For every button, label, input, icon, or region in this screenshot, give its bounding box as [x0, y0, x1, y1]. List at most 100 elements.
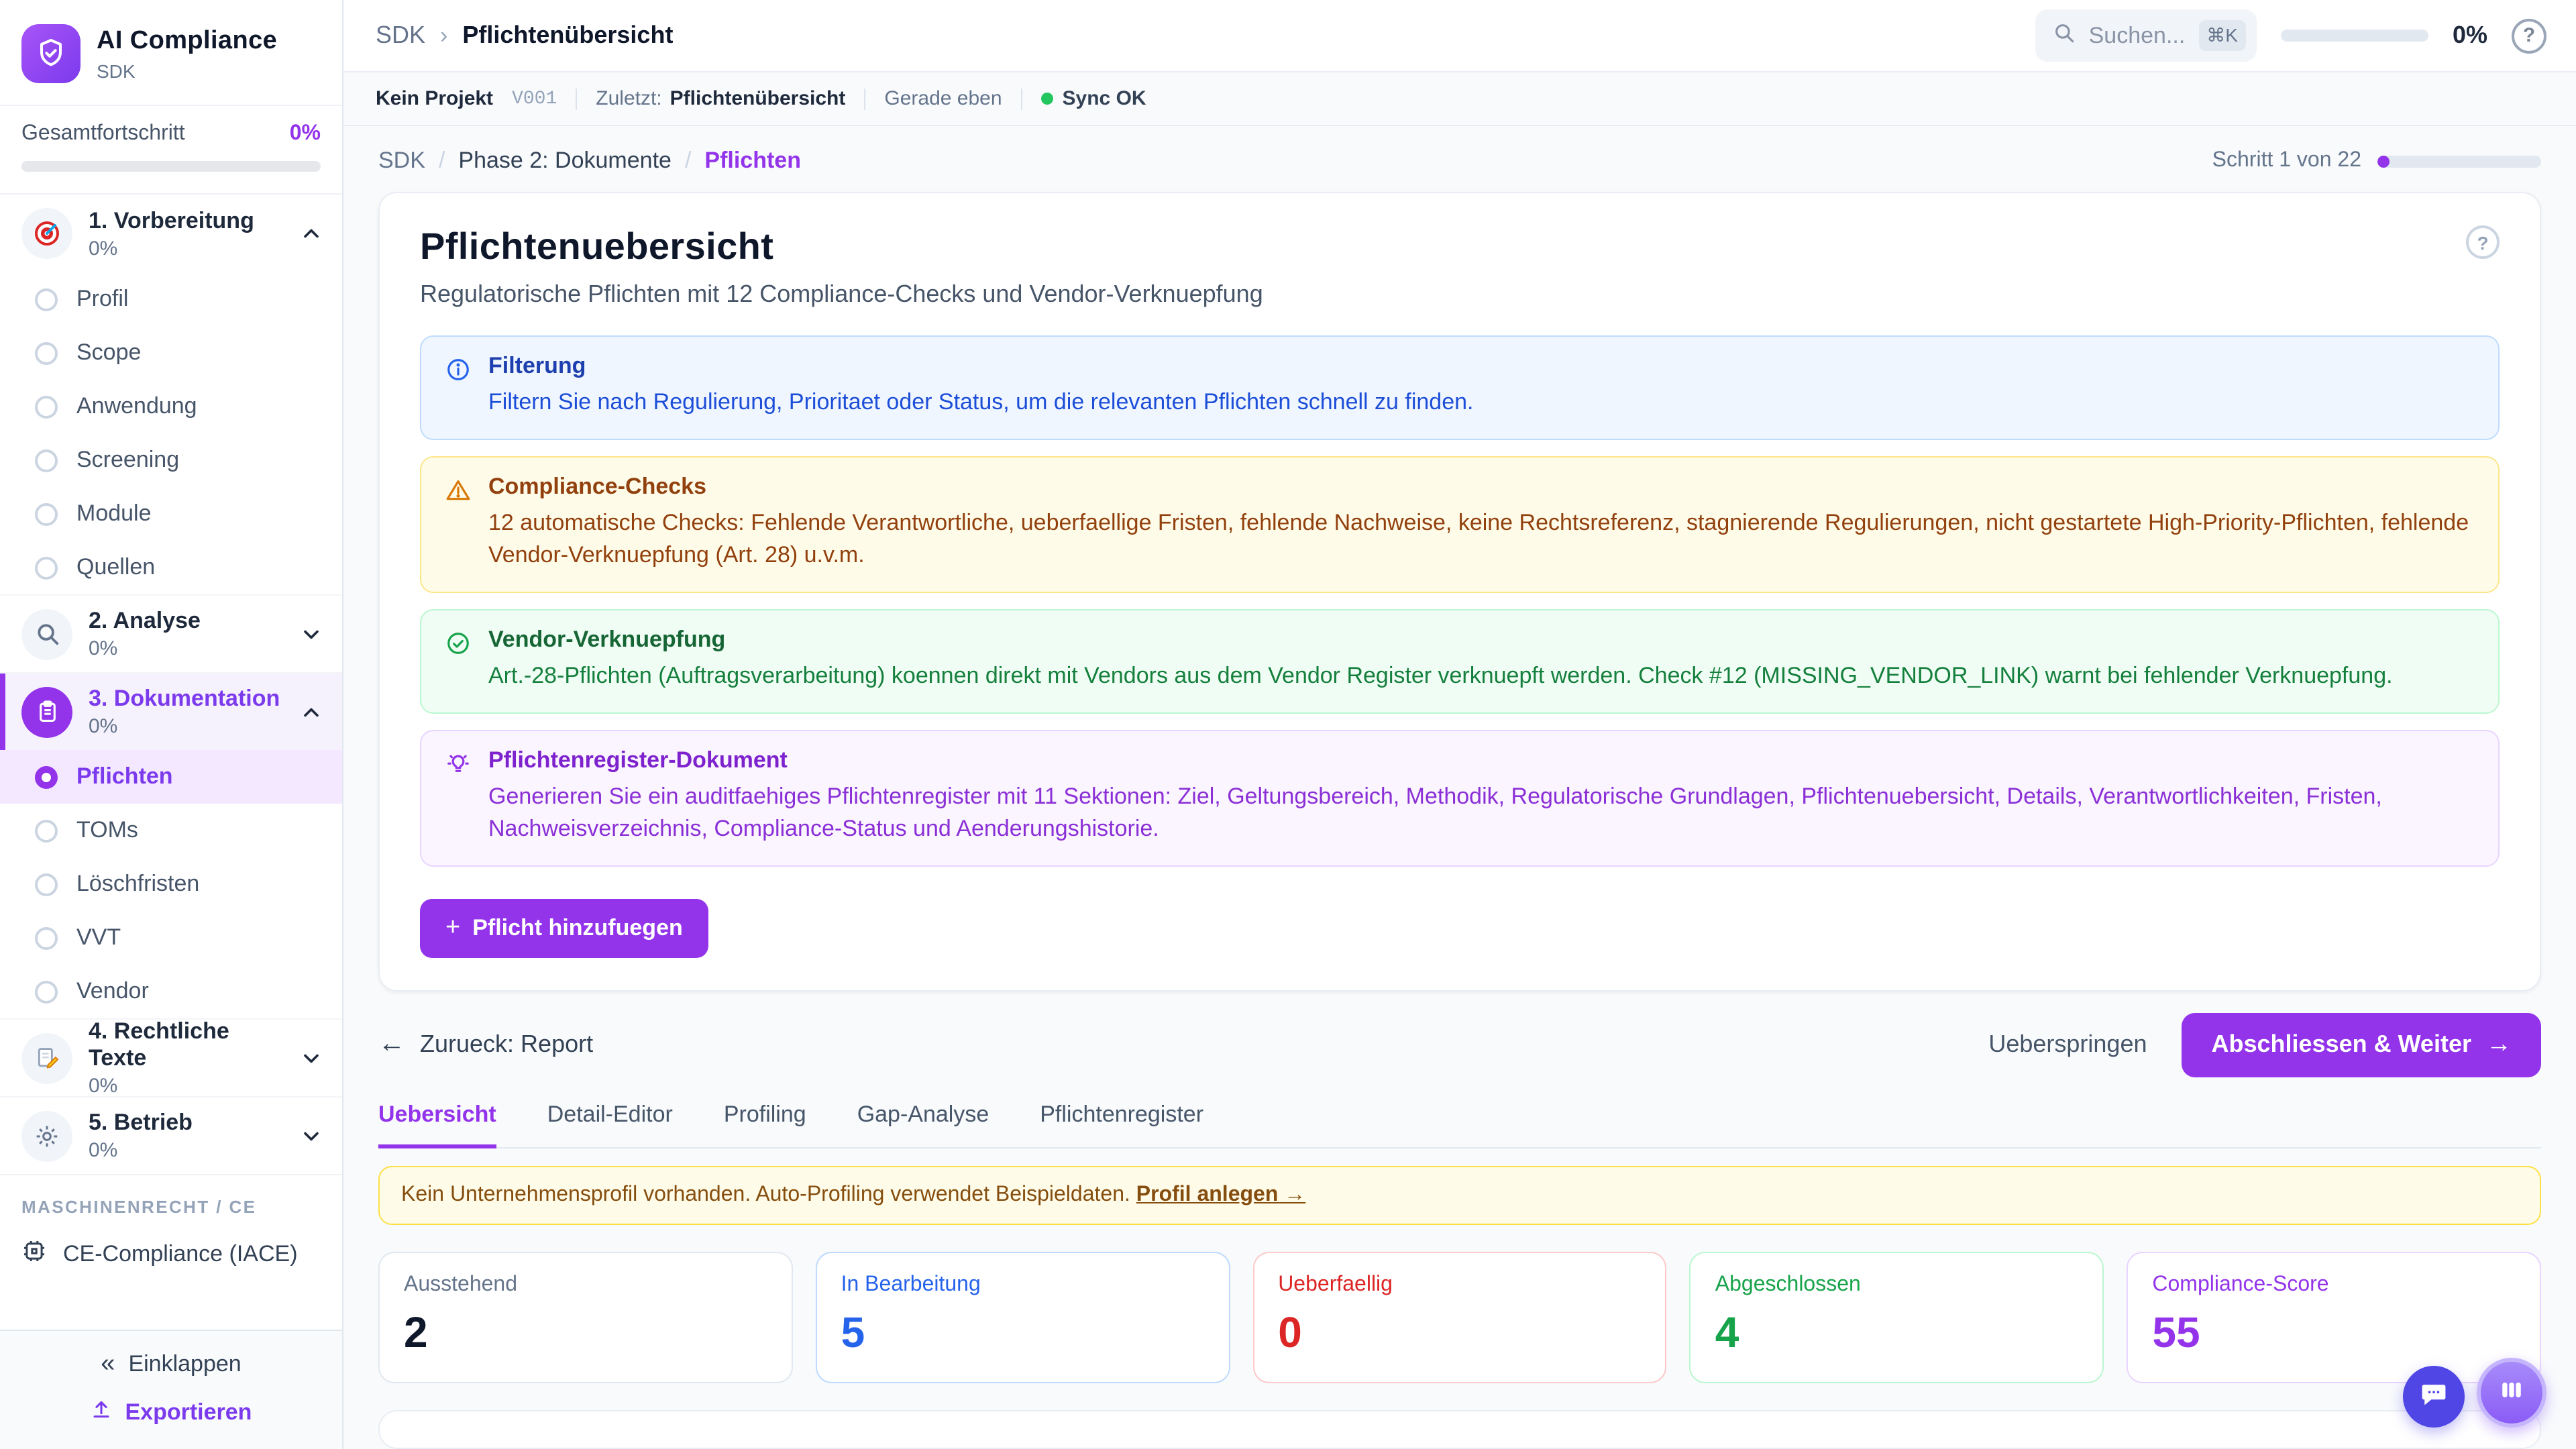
topbar: SDK › Pflichtenübersicht Suchen... ⌘K 0%…	[343, 0, 2576, 72]
page-title: Pflichtenuebersicht	[420, 225, 774, 267]
radio-icon	[35, 819, 58, 842]
radio-icon	[35, 288, 58, 311]
target-icon	[21, 208, 72, 259]
card-help-icon[interactable]: ?	[2466, 225, 2500, 259]
overall-progress: Gesamtfortschritt 0%	[0, 105, 342, 195]
app-title: AI Compliance	[97, 26, 278, 54]
breadcrumb-pflichten: Pflichten	[704, 148, 801, 173]
collapse-sidebar-button[interactable]: « Einklappen	[101, 1350, 241, 1379]
breadcrumb-phase[interactable]: Phase 2: Dokumente	[458, 148, 672, 173]
tab-gap-analyse[interactable]: Gap-Analyse	[857, 1101, 989, 1127]
section-label: 2. Analyse	[89, 608, 201, 633]
tab-profiling[interactable]: Profiling	[723, 1101, 806, 1127]
section-label: 5. Betrieb	[89, 1110, 193, 1135]
sidebar-item-vvt[interactable]: VVT	[0, 911, 342, 965]
tab-bar: Uebersicht Detail-Editor Profiling Gap-A…	[378, 1102, 2541, 1148]
sidebar-item-vendor[interactable]: Vendor	[0, 965, 342, 1018]
sidebar-item-ce-compliance[interactable]: CE-Compliance (IACE)	[0, 1225, 342, 1289]
columns-icon	[2497, 1375, 2526, 1411]
section-progress: 0%	[89, 237, 118, 260]
sidebar-item-profil[interactable]: Profil	[0, 272, 342, 326]
sidebar-item-module[interactable]: Module	[0, 487, 342, 541]
complete-and-next-button[interactable]: Abschliessen & Weiter →	[2182, 1012, 2541, 1077]
sidebar-item-screening[interactable]: Screening	[0, 433, 342, 487]
breadcrumb: SDK / Phase 2: Dokumente / Pflichten	[378, 148, 801, 174]
sidebar-item-scope[interactable]: Scope	[0, 326, 342, 380]
info-icon	[445, 357, 471, 419]
radio-icon	[35, 556, 58, 579]
breadcrumb-root[interactable]: SDK	[376, 21, 426, 48]
search-placeholder: Suchen...	[2088, 22, 2186, 48]
stat-cards: Ausstehend 2 In Bearbeitung 5 Ueberfaell…	[378, 1251, 2541, 1383]
sidebar-section-betrieb[interactable]: 5. Betrieb 0%	[0, 1096, 342, 1174]
sidebar-section-rechtliche-texte[interactable]: 4. Rechtliche Texte 0%	[0, 1018, 342, 1097]
section-progress: 0%	[89, 637, 118, 660]
sidebar-section-vorbereitung[interactable]: 1. Vorbereitung 0%	[0, 195, 342, 272]
tab-pflichtenregister[interactable]: Pflichtenregister	[1040, 1101, 1204, 1127]
sidebar-item-quellen[interactable]: Quellen	[0, 541, 342, 594]
sidebar-item-pflichten[interactable]: Pflichten	[0, 750, 342, 804]
warning-icon	[445, 477, 471, 573]
chat-bubble-icon	[2419, 1379, 2449, 1415]
page-content: SDK / Phase 2: Dokumente / Pflichten Sch…	[343, 126, 2576, 1449]
radio-icon	[35, 926, 58, 949]
slash-separator: /	[438, 148, 445, 173]
divider	[576, 88, 578, 109]
app-logo-row: AI Compliance SDK	[0, 0, 342, 105]
info-box-vendor-verknuepfung: Vendor-Verknuepfung Art.-28-Pflichten (A…	[420, 608, 2500, 714]
create-profile-link[interactable]: Profil anlegen →	[1136, 1183, 1306, 1206]
profile-warning-banner: Kein Unternehmensprofil vorhanden. Auto-…	[378, 1165, 2541, 1225]
radio-icon	[35, 502, 58, 525]
double-chevron-left-icon: «	[101, 1350, 115, 1378]
topbar-right: Suchen... ⌘K 0% ?	[2035, 9, 2546, 62]
collapse-label: Einklappen	[128, 1351, 241, 1377]
panel-columns-button[interactable]	[2477, 1358, 2546, 1428]
document-pencil-icon	[21, 1032, 72, 1083]
section-label: 1. Vorbereitung	[89, 207, 254, 233]
tab-detail-editor[interactable]: Detail-Editor	[547, 1101, 673, 1127]
ce-compliance-label: CE-Compliance (IACE)	[63, 1241, 298, 1267]
sync-ok-dot-icon	[1040, 93, 1053, 105]
sidebar-section-analyse[interactable]: 2. Analyse 0%	[0, 594, 342, 672]
chip-icon	[21, 1238, 47, 1271]
chevron-down-icon	[299, 1046, 323, 1070]
page-subtitle: Regulatorische Pflichten mit 12 Complian…	[420, 280, 1263, 307]
breadcrumb-sdk[interactable]: SDK	[378, 148, 425, 173]
chevron-up-icon	[299, 700, 323, 724]
info-box-filterung: Filterung Filtern Sie nach Regulierung, …	[420, 335, 2500, 440]
arrow-left-icon: ←	[378, 1029, 405, 1059]
add-pflicht-button[interactable]: + Pflicht hinzufuegen	[420, 898, 708, 958]
sidebar: AI Compliance SDK Gesamtfortschritt 0% 1…	[0, 0, 343, 1449]
stat-compliance-score: Compliance-Score 55	[2127, 1251, 2541, 1383]
next-section-card	[378, 1409, 2541, 1449]
chevron-up-icon	[299, 221, 323, 246]
divider	[864, 88, 866, 109]
upload-icon	[91, 1398, 113, 1428]
wizard-nav-row: ← Zurueck: Report Ueberspringen Abschlie…	[378, 1012, 2541, 1077]
topbar-progress-bar	[2280, 30, 2428, 42]
info-box-pflichtenregister: Pflichtenregister-Dokument Generieren Si…	[420, 729, 2500, 867]
sidebar-item-loeschfristen[interactable]: Löschfristen	[0, 857, 342, 911]
clipboard-icon	[21, 686, 72, 737]
step-indicator: Schritt 1 von 22	[2212, 149, 2541, 173]
section-label: 4. Rechtliche Texte	[89, 1018, 229, 1071]
export-button[interactable]: Exportieren	[91, 1398, 252, 1428]
app-title-block: AI Compliance SDK	[97, 26, 277, 81]
section-progress: 0%	[89, 1139, 118, 1162]
page-breadcrumb-row: SDK / Phase 2: Dokumente / Pflichten Sch…	[378, 126, 2541, 174]
sidebar-section-dokumentation[interactable]: 3. Dokumentation 0%	[0, 672, 342, 750]
sidebar-item-anwendung[interactable]: Anwendung	[0, 380, 342, 433]
sidebar-item-toms[interactable]: TOMs	[0, 804, 342, 857]
lightbulb-icon	[445, 751, 471, 847]
radio-icon	[35, 449, 58, 472]
arrow-right-icon: →	[2486, 1030, 2512, 1059]
help-icon[interactable]: ?	[2512, 18, 2546, 53]
skip-button[interactable]: Ueberspringen	[1988, 1030, 2147, 1058]
back-to-report-button[interactable]: ← Zurueck: Report	[378, 1029, 594, 1059]
sync-status: Sync OK	[1040, 87, 1146, 110]
search-input[interactable]: Suchen... ⌘K	[2035, 9, 2257, 62]
plus-icon: +	[445, 913, 461, 942]
tab-uebersicht[interactable]: Uebersicht	[378, 1102, 496, 1148]
chat-button[interactable]	[2403, 1366, 2465, 1428]
